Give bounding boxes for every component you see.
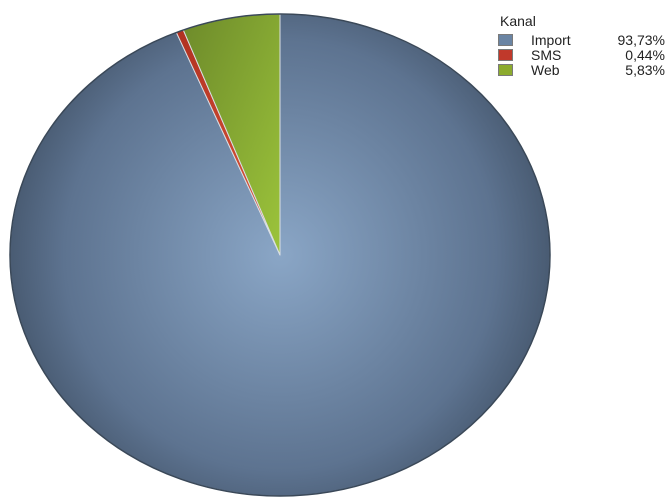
pie-slices bbox=[9, 13, 551, 497]
legend-swatch-import bbox=[498, 34, 513, 46]
legend-value-sms: 0,44% bbox=[625, 47, 665, 63]
legend-item-import: Import 93,73% bbox=[497, 33, 665, 48]
legend-value-import: 93,73% bbox=[617, 32, 665, 48]
legend-swatch-sms bbox=[498, 49, 513, 61]
legend: Kanal Import 93,73% SMS 0,44% Web 5,83% bbox=[497, 12, 665, 78]
legend-label-sms: SMS bbox=[531, 47, 562, 63]
pie-rim bbox=[9, 13, 551, 497]
legend-title: Kanal bbox=[500, 13, 536, 29]
legend-swatch-web bbox=[498, 64, 513, 76]
legend-item-web: Web 5,83% bbox=[497, 63, 665, 78]
legend-label-import: Import bbox=[531, 32, 571, 48]
legend-value-web: 5,83% bbox=[625, 62, 665, 78]
legend-item-sms: SMS 0,44% bbox=[497, 48, 665, 63]
legend-label-web: Web bbox=[531, 62, 560, 78]
